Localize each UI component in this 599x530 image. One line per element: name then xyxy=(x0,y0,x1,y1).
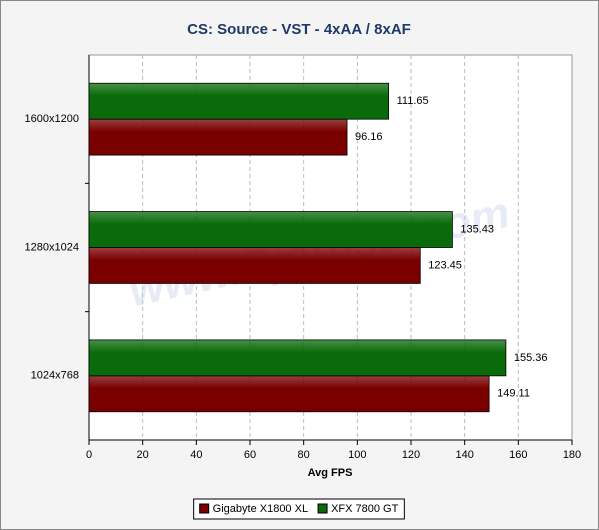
legend-box xyxy=(193,498,405,520)
bar xyxy=(88,211,453,248)
y-tick-label: 1024x768 xyxy=(31,370,79,382)
value-label: 155.36 xyxy=(514,352,548,364)
x-tick-label: 100 xyxy=(348,449,366,461)
value-label: 135.43 xyxy=(460,223,494,235)
bar xyxy=(88,375,490,413)
legend-swatch xyxy=(317,503,328,514)
x-tick-label: 40 xyxy=(190,449,202,461)
legend: Gigabyte X1800 XL XFX 7800 GT xyxy=(193,498,405,520)
legend-label: Gigabyte X1800 XL xyxy=(213,503,308,515)
x-tick-label: 140 xyxy=(455,449,473,461)
x-tick-label: 180 xyxy=(563,449,581,461)
bar xyxy=(88,339,507,377)
x-tick-label: 120 xyxy=(402,449,420,461)
value-label: 149.11 xyxy=(497,388,530,400)
bar xyxy=(88,247,421,284)
x-tick-label: 60 xyxy=(244,449,256,461)
x-tick-label: 80 xyxy=(298,449,310,461)
x-tick-label: 20 xyxy=(137,449,149,461)
y-tick-label: 1280x1024 xyxy=(25,241,79,253)
x-tick-label: 0 xyxy=(86,449,92,461)
x-tick-label: 160 xyxy=(509,449,527,461)
legend-label: XFX 7800 GT xyxy=(331,503,399,515)
bar xyxy=(88,118,348,156)
x-axis-title: Avg FPS xyxy=(308,467,353,479)
value-label: 96.16 xyxy=(355,131,383,143)
value-label: 123.45 xyxy=(428,259,462,271)
value-label: 111.65 xyxy=(397,95,429,107)
y-tick-label: 1600x1200 xyxy=(25,113,79,125)
chart-title: CS: Source - VST - 4xAA / 8xAF xyxy=(187,21,411,38)
legend-swatch xyxy=(199,503,210,514)
bar xyxy=(88,82,389,120)
